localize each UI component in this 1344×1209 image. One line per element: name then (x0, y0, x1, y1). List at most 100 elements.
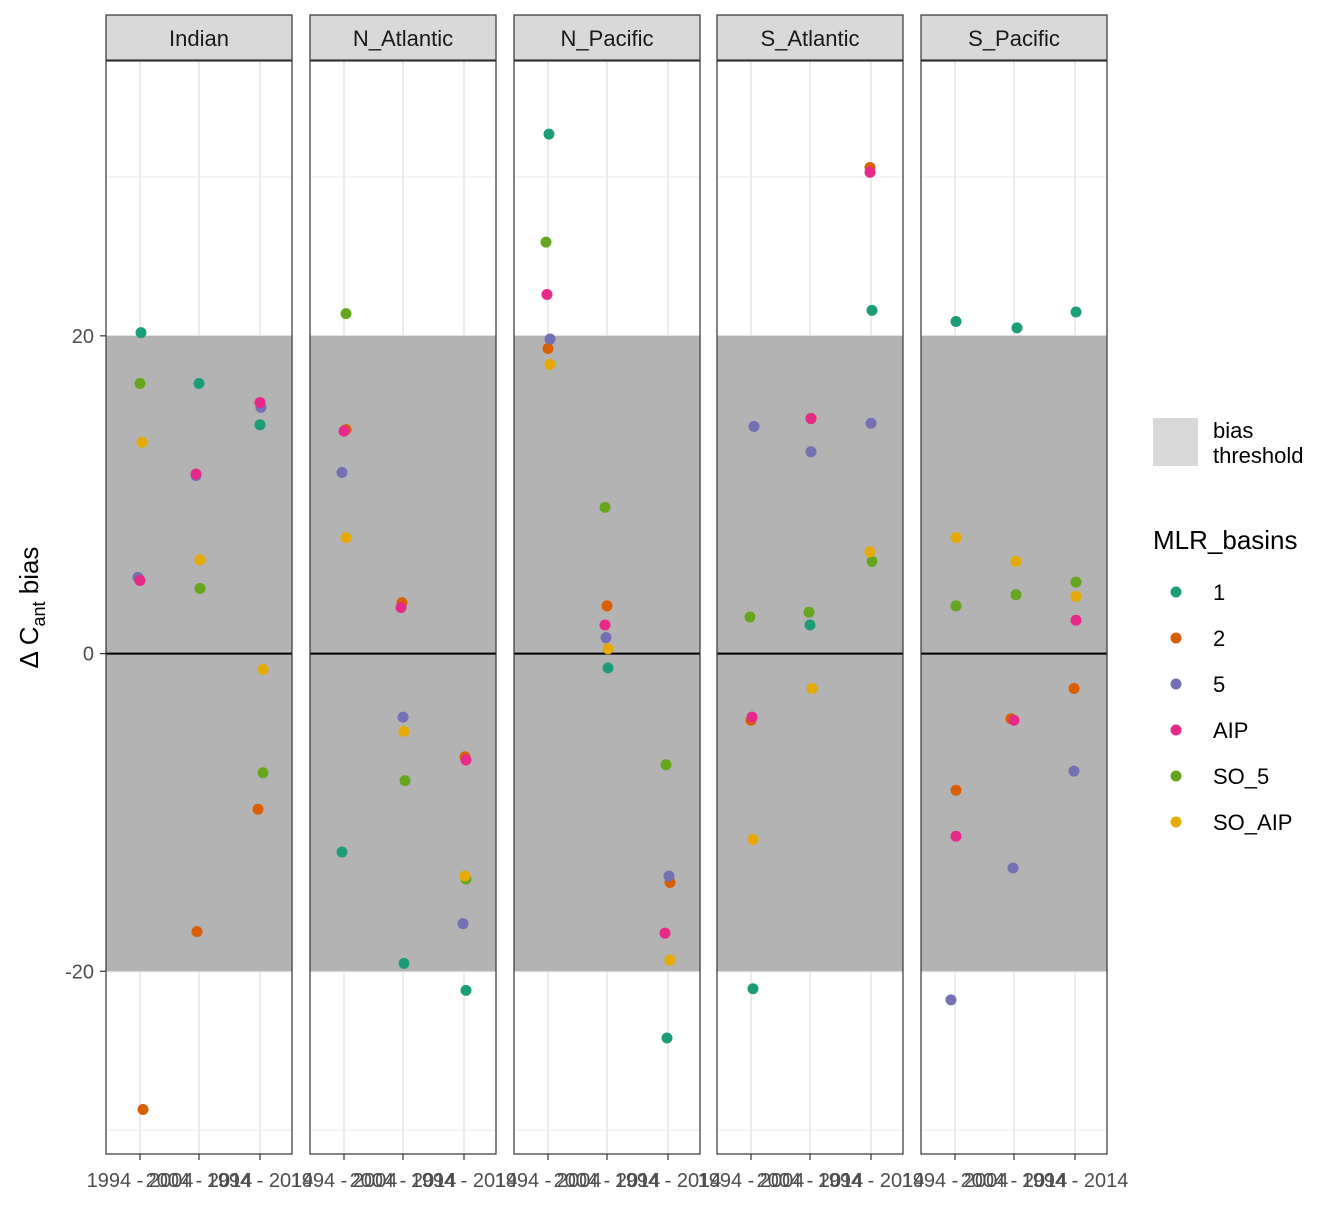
data-point-1 (254, 419, 266, 431)
data-point-2 (137, 1104, 149, 1116)
data-point-1 (1011, 322, 1023, 334)
legend-label: SO_5 (1213, 764, 1269, 789)
data-point-5 (748, 420, 760, 432)
data-point-so-5 (1070, 576, 1082, 588)
data-point-2 (950, 784, 962, 796)
x-tick-label: 1994 - 2014 (207, 1170, 314, 1192)
x-tick-label: 2004 - 2014 (757, 1170, 864, 1192)
x-tick-label: 1994 - 2014 (818, 1170, 925, 1192)
y-axis-title-main: Δ C (14, 627, 44, 669)
data-point-aip (746, 711, 758, 723)
data-point-so-aip (1070, 590, 1082, 602)
data-point-5 (397, 711, 409, 723)
data-point-1 (661, 1032, 673, 1044)
y-axis-title-tail: bias (14, 547, 44, 602)
legend-label: 1 (1213, 580, 1225, 605)
data-point-so-aip (257, 663, 269, 675)
facet-strip-label: Indian (169, 26, 229, 51)
data-point-so-5 (134, 377, 146, 389)
bias-threshold-key (1153, 418, 1198, 466)
data-point-so-5 (599, 501, 611, 513)
data-point-1 (193, 377, 205, 389)
data-point-2 (601, 600, 613, 612)
legend-label: 2 (1213, 626, 1225, 651)
legend-key (1170, 724, 1182, 736)
data-point-1 (950, 316, 962, 328)
data-point-so-5 (1010, 589, 1022, 601)
legend-key (1170, 770, 1182, 782)
data-point-5 (457, 918, 469, 930)
x-tick-label: 2004 - 2014 (961, 1170, 1068, 1192)
data-point-aip (805, 412, 817, 424)
x-tick-label: 1994 - 2014 (1022, 1170, 1129, 1192)
legend-key (1170, 678, 1182, 690)
data-point-5 (663, 870, 675, 882)
data-point-2 (191, 926, 203, 938)
data-point-so-aip (747, 833, 759, 845)
data-point-5 (544, 333, 556, 345)
y-tick-label: -20 (65, 961, 94, 983)
data-point-1 (336, 846, 348, 858)
data-point-so-5 (803, 606, 815, 618)
x-tick-label: 1994 - 2014 (615, 1170, 722, 1192)
data-point-so-aip (950, 532, 962, 544)
data-point-5 (336, 466, 348, 478)
data-point-aip (254, 397, 266, 409)
y-tick-label: 20 (72, 326, 94, 348)
legend-label: SO_AIP (1213, 810, 1292, 835)
data-point-5 (865, 417, 877, 429)
bias-threshold-label-line1: bias (1213, 418, 1253, 443)
facet-strip-label: S_Pacific (968, 26, 1060, 51)
legend-key (1170, 586, 1182, 598)
data-point-1 (543, 128, 555, 140)
bias-threshold-label-line2: threshold (1213, 443, 1304, 468)
data-point-1 (602, 662, 614, 674)
data-point-so-5 (660, 759, 672, 771)
data-point-so-5 (744, 611, 756, 623)
data-point-so-5 (399, 775, 411, 787)
data-point-so-5 (540, 236, 552, 248)
x-tick-label: 1994 - 2004 (291, 1170, 398, 1192)
data-point-5 (805, 446, 817, 458)
y-tick-label: 0 (83, 644, 94, 666)
data-point-aip (1008, 714, 1020, 726)
data-point-aip (541, 289, 553, 301)
facet-strip (309, 14, 497, 61)
data-point-so-5 (257, 767, 269, 779)
data-point-5 (945, 994, 957, 1006)
legend-label: 5 (1213, 672, 1225, 697)
x-tick-label: 2004 - 2014 (554, 1170, 661, 1192)
data-point-2 (252, 803, 264, 815)
data-point-1 (1070, 306, 1082, 318)
data-point-so-aip (864, 546, 876, 558)
data-point-so-aip (664, 954, 676, 966)
data-point-so-aip (544, 358, 556, 370)
y-axis-title-subscript: ant (29, 601, 49, 626)
data-point-aip (134, 574, 146, 586)
data-point-aip (395, 602, 407, 613)
data-point-so-aip (459, 870, 471, 882)
data-point-1 (460, 984, 472, 996)
data-point-1 (804, 619, 816, 631)
x-tick-label: 1994 - 2004 (902, 1170, 1009, 1192)
x-tick-label: 1994 - 2004 (698, 1170, 805, 1192)
data-point-5 (1068, 765, 1080, 777)
data-point-2 (1068, 683, 1080, 695)
data-point-aip (338, 425, 350, 437)
data-point-aip (864, 166, 876, 178)
facet-strip-label: N_Atlantic (353, 26, 453, 51)
facet-strip-label: N_Pacific (561, 26, 654, 51)
legend-label: AIP (1213, 718, 1248, 743)
data-point-aip (659, 927, 671, 939)
data-point-so-5 (866, 555, 878, 567)
facet-strip (716, 14, 904, 61)
data-point-1 (747, 983, 759, 995)
legend-key (1170, 632, 1182, 644)
legend-key (1170, 816, 1182, 828)
data-point-1 (866, 304, 878, 316)
data-point-so-aip (602, 643, 614, 655)
data-point-2 (542, 343, 554, 355)
